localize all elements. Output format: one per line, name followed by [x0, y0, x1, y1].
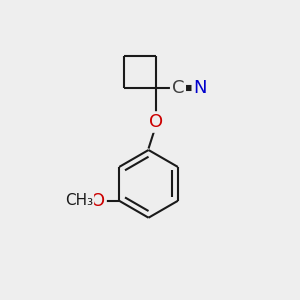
Text: CH₃: CH₃ [65, 193, 93, 208]
Text: N: N [193, 79, 207, 97]
Text: C: C [172, 79, 184, 97]
Text: O: O [91, 192, 105, 210]
Text: O: O [149, 113, 163, 131]
